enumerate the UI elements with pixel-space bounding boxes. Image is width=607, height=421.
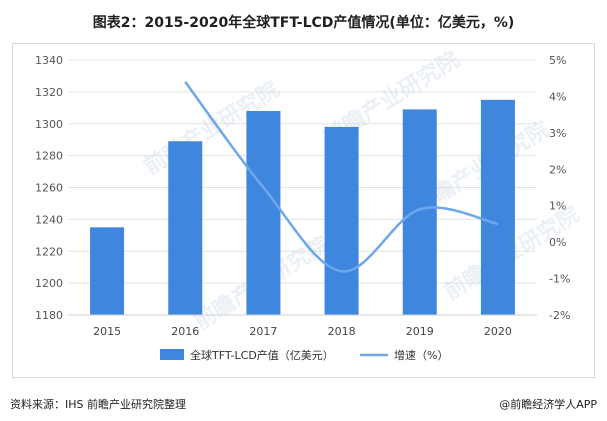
chart-frame (12, 43, 595, 378)
right-tick-label: 5% (549, 54, 566, 67)
left-tick-label: 1220 (35, 245, 63, 258)
bar (324, 126, 359, 315)
bar (480, 99, 515, 315)
left-tick-label: 1260 (35, 182, 63, 195)
x-tick-label: 2017 (249, 325, 277, 338)
left-tick-label: 1180 (35, 309, 63, 322)
legend-swatch-bar (160, 349, 184, 360)
x-tick-label: 2019 (406, 325, 434, 338)
bar (402, 109, 437, 315)
legend-label-line: 增速（%） (394, 348, 448, 362)
legend-label-bar: 全球TFT-LCD产值（亿美元） (190, 348, 334, 362)
left-tick-label: 1200 (35, 277, 63, 290)
left-tick-label: 1240 (35, 213, 63, 226)
source-note: 资料来源：IHS 前瞻产业研究院整理 (10, 398, 186, 411)
right-tick-label: 4% (549, 90, 566, 103)
bar (246, 111, 281, 315)
left-tick-label: 1280 (35, 150, 63, 163)
x-tick-label: 2016 (171, 325, 199, 338)
right-tick-label: 0% (549, 236, 566, 249)
left-tick-label: 1300 (35, 118, 63, 131)
bar (168, 141, 203, 315)
right-tick-label: 2% (549, 163, 566, 176)
right-tick-label: 1% (549, 200, 566, 213)
x-tick-label: 2018 (328, 325, 356, 338)
x-tick-label: 2020 (484, 325, 512, 338)
growth-line (184, 81, 499, 273)
right-tick-label: -2% (549, 309, 570, 322)
chart-title: 图表2：2015-2020年全球TFT-LCD产值情况(单位：亿美元，%) (92, 15, 515, 31)
right-tick-label: 3% (549, 127, 566, 140)
right-tick-label: -1% (549, 273, 570, 286)
left-tick-label: 1340 (35, 54, 63, 67)
x-tick-label: 2015 (93, 325, 121, 338)
bar (90, 227, 125, 315)
brand-note: @前瞻经济学人APP (499, 398, 597, 411)
left-tick-label: 1320 (35, 86, 63, 99)
